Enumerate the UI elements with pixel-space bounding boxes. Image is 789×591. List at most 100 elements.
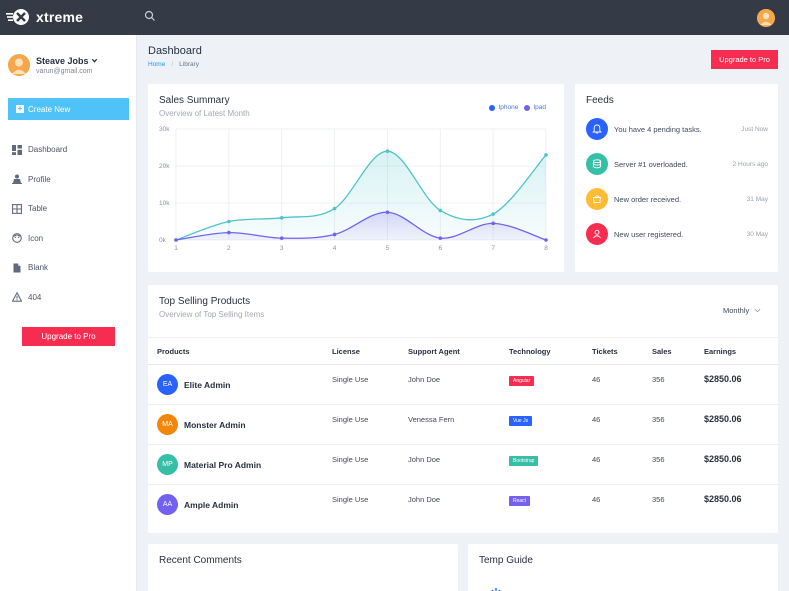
x-tick-label: 5 [386, 245, 390, 252]
table-row[interactable]: EA Elite Admin Single Use John Doe Angul… [148, 365, 778, 405]
logo-icon [6, 9, 29, 25]
search-icon[interactable] [144, 10, 156, 22]
user-profile[interactable]: Steave Jobs varun@gmail.com [8, 54, 98, 76]
x-tick-label: 2 [227, 245, 231, 252]
sidebar-item-label: Table [28, 204, 48, 214]
create-new-button[interactable]: + Create New [8, 98, 129, 120]
sidebar-item-dashboard[interactable]: Dashboard [12, 135, 67, 165]
legend-dot [524, 104, 531, 111]
feed-item[interactable]: You have 4 pending tasks. Just Now [586, 118, 768, 140]
sidebar-item-label: Icon [28, 233, 44, 243]
avatar [8, 54, 30, 76]
legend-item-ipad: Ipad [524, 104, 546, 111]
feed-text: New user registered. [614, 229, 684, 239]
earnings-cell: $2850.06 [704, 414, 742, 424]
earnings-cell: $2850.06 [704, 454, 742, 464]
product-avatar: MA [157, 414, 178, 435]
column-header: Products [157, 347, 190, 356]
cart-icon [586, 188, 608, 210]
tickets-cell: 46 [592, 375, 601, 384]
breadcrumb-home[interactable]: Home [148, 61, 166, 68]
data-point [332, 206, 337, 211]
agent-cell: John Doe [408, 455, 441, 464]
breadcrumb: Home / Library [148, 61, 199, 68]
product-name: Monster Admin [184, 420, 246, 430]
legend-item-iphone: Iphone [489, 104, 518, 111]
product-avatar: AA [157, 494, 178, 515]
chart-legend: Iphone Ipad [483, 104, 546, 111]
x-tick-label: 8 [544, 245, 548, 252]
face-icon [12, 233, 22, 244]
feed-item[interactable]: Server #1 overloaded. 2 Hours ago [586, 153, 768, 175]
data-point [544, 238, 548, 242]
y-tick-label: 30k [159, 126, 170, 133]
y-tick-label: 20k [159, 163, 170, 170]
data-point [491, 212, 495, 216]
data-point [385, 210, 390, 215]
sidebar-item-label: Dashboard [28, 145, 68, 155]
data-point [279, 236, 284, 240]
column-header: Sales [652, 347, 672, 356]
top-bar: xtreme [0, 0, 789, 35]
license-cell: Single Use [332, 495, 369, 504]
sidebar-nav: Dashboard Profile Table Icon [12, 135, 67, 312]
alert-icon [12, 292, 22, 302]
sidebar-upgrade-button[interactable]: Upgrade to Pro [22, 327, 115, 346]
sidebar-item-label: Blank [28, 263, 49, 273]
user-email: varun@gmail.com [36, 67, 93, 75]
tickets-cell: 46 [592, 415, 601, 424]
technology-badge: Bootstrap [509, 456, 539, 466]
guide-title: Temp Guide [479, 555, 533, 566]
feed-item[interactable]: New user registered. 30 May [586, 223, 768, 245]
data-point [385, 149, 390, 153]
sales-chart: 0k 10k 20k 30k 1 2 3 4 5 6 7 8 [159, 126, 548, 252]
legend-label: Iphone [498, 104, 519, 111]
earnings-cell: $2850.06 [704, 494, 742, 504]
sidebar-item-icon[interactable]: Icon [12, 224, 67, 254]
feed-item[interactable]: New order received. 31 May [586, 188, 768, 210]
upgrade-button[interactable]: Upgrade to Pro [711, 50, 778, 69]
chevron-down-icon [754, 308, 761, 313]
feed-time: 30 May [746, 230, 768, 238]
data-point [491, 221, 495, 226]
create-new-label: Create New [28, 104, 71, 114]
feed-text: New order received. [614, 194, 682, 204]
sales-cell: 356 [652, 495, 665, 504]
table-row[interactable]: MA Monster Admin Single Use Venessa Fern… [148, 405, 778, 445]
sidebar-item-blank[interactable]: Blank [12, 253, 67, 283]
table-row[interactable]: MP Material Pro Admin Single Use John Do… [148, 445, 778, 485]
technology-badge: Vue Js [509, 416, 533, 426]
earnings-cell: $2850.06 [704, 374, 742, 384]
breadcrumb-separator: / [171, 61, 174, 68]
sales-subtitle: Overview of Latest Month [159, 109, 250, 118]
table-row[interactable]: AA Ample Admin Single Use John Doe React… [148, 485, 778, 525]
column-header: Tickets [592, 347, 618, 356]
feed-text: Server #1 overloaded. [614, 159, 688, 169]
dashboard-icon [12, 144, 22, 155]
app-name: xtreme [36, 9, 84, 25]
avatar[interactable] [757, 9, 775, 27]
sidebar: Steave Jobs varun@gmail.com + Create New… [0, 35, 137, 591]
data-point [332, 232, 337, 237]
license-cell: Single Use [332, 455, 369, 464]
feeds-title: Feeds [586, 95, 614, 106]
profile-icon [12, 174, 22, 185]
page-title: Dashboard [148, 45, 202, 57]
sales-title: Sales Summary [159, 95, 230, 106]
x-tick-label: 1 [174, 245, 178, 252]
series-area [176, 212, 546, 240]
agent-cell: John Doe [408, 495, 441, 504]
data-point [174, 238, 178, 242]
period-select[interactable]: Monthly [723, 306, 761, 315]
x-tick-label: 4 [333, 245, 337, 252]
logo[interactable]: xtreme [6, 8, 83, 26]
sidebar-item-404[interactable]: 404 [12, 283, 67, 313]
column-header: License [332, 347, 360, 356]
data-point [227, 230, 231, 235]
license-cell: Single Use [332, 375, 369, 384]
x-tick-label: 3 [280, 245, 284, 252]
sidebar-item-profile[interactable]: Profile [12, 165, 67, 195]
sidebar-item-table[interactable]: Table [12, 194, 67, 224]
breadcrumb-current: Library [179, 61, 200, 68]
tickets-cell: 46 [592, 455, 601, 464]
